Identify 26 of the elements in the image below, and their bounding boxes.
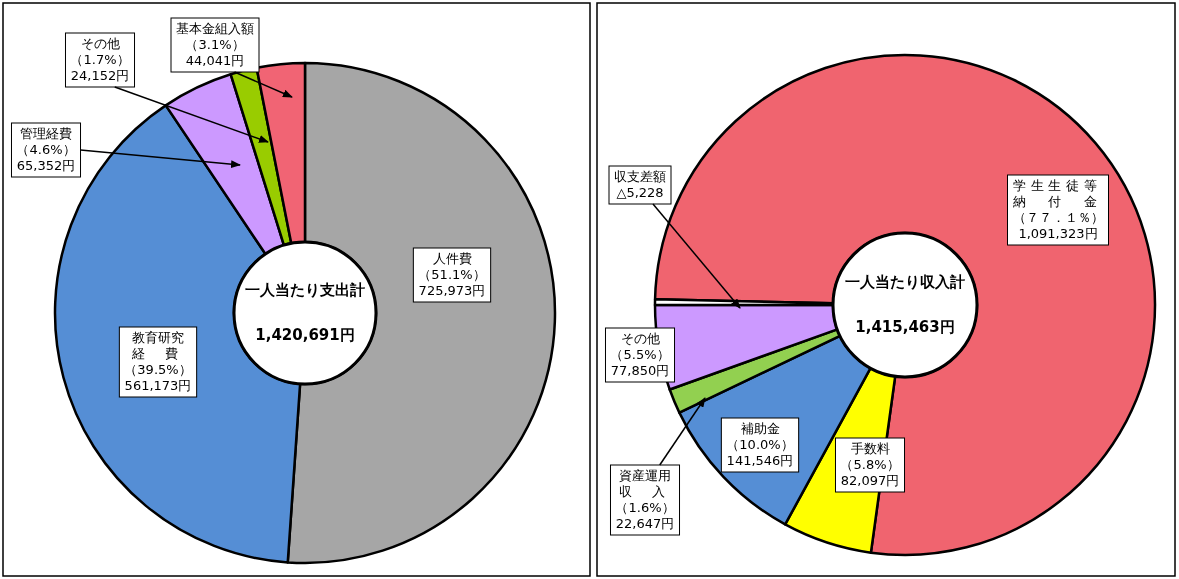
slice-label: 手数料 (850, 441, 890, 456)
slice-label: 補助金 (740, 421, 780, 436)
text: 一人当たり支出計 (245, 281, 365, 299)
slice-label: 人件費 (432, 251, 472, 266)
slice-label: その他 (620, 331, 660, 346)
data-label: （10.0%） 141,546円 (726, 437, 794, 468)
data-label: （1.6%） 22,647円 (615, 500, 675, 531)
data-label: （51.1%） 725,973円 (418, 267, 486, 298)
text: 1,420,691円 (255, 326, 355, 344)
data-label: △5,228 (616, 185, 664, 200)
data-label: （4.6%） 65,352円 (16, 142, 76, 173)
data-label: （5.8%） 82,097円 (840, 457, 900, 488)
slice-label: 管理経費 (20, 126, 72, 141)
text: 一人当たり収入計 (845, 273, 965, 291)
slice-label: 学生生徒等納付金 (1013, 178, 1097, 209)
data-label: （７７．１％） 1,091,323円 (1012, 210, 1104, 241)
slice-label: その他 (80, 36, 120, 51)
data-label: （5.5%） 77,850円 (610, 347, 670, 378)
slice-label: 資産運用収入 (619, 468, 671, 499)
data-label: （1.7%） 24,152円 (70, 52, 130, 83)
slice-label: 教育研究経費 (131, 330, 184, 361)
text: 1,415,463円 (855, 318, 955, 336)
data-label: （3.1%） 44,041円 (185, 37, 245, 68)
slice-label: 基本金組入額 (176, 21, 254, 36)
slice-label: 収支差額 (614, 169, 666, 184)
data-label: （39.5%） 561,173円 (124, 362, 192, 393)
